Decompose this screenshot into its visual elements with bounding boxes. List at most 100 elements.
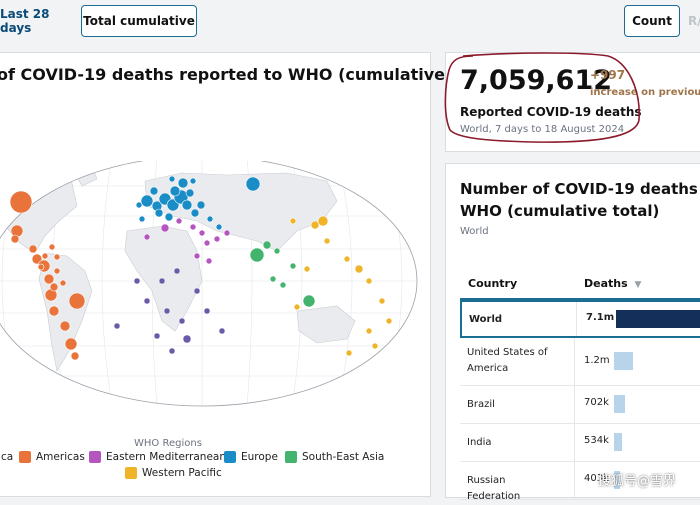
country-bubble[interactable] [143, 297, 151, 305]
country-bubble[interactable] [164, 212, 174, 222]
country-bubble[interactable] [215, 223, 223, 231]
country-bubble[interactable] [249, 247, 265, 263]
country-bubble[interactable] [205, 257, 213, 265]
column-divider [574, 424, 575, 461]
country-bubble[interactable] [59, 279, 67, 287]
country-bubble[interactable] [189, 223, 197, 231]
country-bubble[interactable] [303, 265, 311, 273]
country-bubble[interactable] [28, 244, 38, 254]
country-bubble[interactable] [149, 186, 159, 196]
country-bubble[interactable] [68, 292, 86, 310]
country-bubble[interactable] [218, 327, 226, 335]
legend-item-europe[interactable]: Europe [224, 451, 278, 463]
country-bubble[interactable] [371, 342, 379, 350]
country-bubble[interactable] [113, 322, 121, 330]
tab-last-28-days[interactable]: Last 28 days [0, 7, 50, 35]
table-row-india[interactable]: India 534k [460, 424, 700, 462]
country-bubble[interactable] [317, 215, 329, 227]
country-bubble[interactable] [365, 277, 373, 285]
country-bubble[interactable] [70, 351, 80, 361]
row-deaths: 7.1m [586, 312, 615, 323]
country-bubble[interactable] [323, 237, 331, 245]
column-header-country[interactable]: Country [468, 277, 518, 290]
country-bubble[interactable] [182, 334, 192, 344]
country-bubble[interactable] [169, 185, 181, 197]
country-bubble[interactable] [196, 200, 206, 210]
country-bubble[interactable] [269, 275, 277, 283]
country-bubble[interactable] [168, 175, 176, 183]
country-bubble[interactable] [289, 262, 297, 270]
legend-item-western-pacific[interactable]: Western Pacific [125, 467, 222, 479]
deaths-bar [614, 471, 620, 489]
country-bubble[interactable] [365, 327, 373, 335]
country-bubble[interactable] [154, 208, 164, 218]
table-row-world[interactable]: World 7.1m [460, 300, 700, 338]
country-bubble[interactable] [153, 332, 161, 340]
country-bubble[interactable] [9, 190, 33, 214]
country-bubble[interactable] [189, 177, 197, 185]
country-bubble[interactable] [59, 320, 71, 332]
country-bubble[interactable] [158, 277, 166, 285]
table-row-brazil[interactable]: Brazil 702k [460, 386, 700, 424]
country-bubble[interactable] [53, 253, 61, 261]
country-bubble[interactable] [262, 240, 272, 250]
country-bubble[interactable] [175, 217, 183, 225]
country-bubble[interactable] [173, 267, 181, 275]
country-bubble[interactable] [193, 252, 201, 260]
country-bubble[interactable] [190, 208, 200, 218]
country-bubble[interactable] [378, 297, 386, 305]
country-bubble[interactable] [10, 234, 20, 244]
country-bubble[interactable] [213, 235, 221, 243]
country-bubble[interactable] [138, 215, 146, 223]
country-bubble[interactable] [345, 349, 353, 357]
country-bubble[interactable] [133, 277, 141, 285]
country-bubble[interactable] [48, 305, 60, 317]
country-bubble[interactable] [31, 253, 43, 265]
country-bubble[interactable] [223, 229, 231, 237]
country-bubble[interactable] [245, 176, 261, 192]
legend-item-eastern-mediterranean[interactable]: Eastern Mediterranean [89, 451, 226, 463]
country-bubble[interactable] [140, 194, 154, 208]
country-bubble[interactable] [41, 252, 49, 260]
country-bubble[interactable] [354, 264, 364, 274]
country-bubble[interactable] [310, 220, 320, 230]
legend-item-americas[interactable]: Americas [19, 451, 85, 463]
table-row-usa[interactable]: United States of America 1.2m [460, 338, 700, 386]
country-bubble[interactable] [64, 337, 78, 351]
country-bubble[interactable] [293, 303, 301, 311]
country-bubble[interactable] [185, 188, 195, 198]
column-header-deaths[interactable]: Deaths ▼ [584, 277, 641, 290]
country-bubble[interactable] [168, 347, 176, 355]
country-bubble[interactable] [49, 282, 59, 292]
country-bubble[interactable] [135, 201, 143, 209]
country-bubble[interactable] [163, 307, 171, 315]
country-bubble[interactable] [43, 273, 55, 285]
country-bubble[interactable] [193, 287, 201, 295]
tab-count[interactable]: Count [624, 5, 680, 37]
legend-item-south-east-asia[interactable]: South-East Asia [285, 451, 384, 463]
country-bubble[interactable] [48, 243, 56, 251]
country-bubble[interactable] [289, 217, 297, 225]
country-bubble[interactable] [273, 247, 281, 255]
country-bubble[interactable] [53, 267, 61, 275]
country-bubble[interactable] [206, 215, 214, 223]
country-bubble[interactable] [37, 263, 45, 271]
country-bubble[interactable] [160, 223, 170, 233]
world-bubble-map[interactable] [0, 161, 432, 451]
country-bubble[interactable] [302, 294, 316, 308]
country-bubble[interactable] [343, 255, 351, 263]
country-bubble[interactable] [203, 239, 211, 247]
legend-item-africa[interactable]: ca [1, 451, 13, 463]
tab-total-cumulative[interactable]: Total cumulative [81, 5, 197, 37]
row-deaths: 403k [584, 473, 609, 484]
country-bubble[interactable] [178, 317, 186, 325]
country-bubble[interactable] [181, 199, 193, 211]
country-bubbles[interactable] [9, 175, 393, 361]
country-bubble[interactable] [177, 177, 189, 189]
tab-rate[interactable]: R/ [688, 14, 700, 28]
country-bubble[interactable] [198, 229, 206, 237]
country-bubble[interactable] [143, 233, 151, 241]
country-bubble[interactable] [385, 317, 393, 325]
country-bubble[interactable] [279, 281, 287, 289]
country-bubble[interactable] [203, 307, 211, 315]
